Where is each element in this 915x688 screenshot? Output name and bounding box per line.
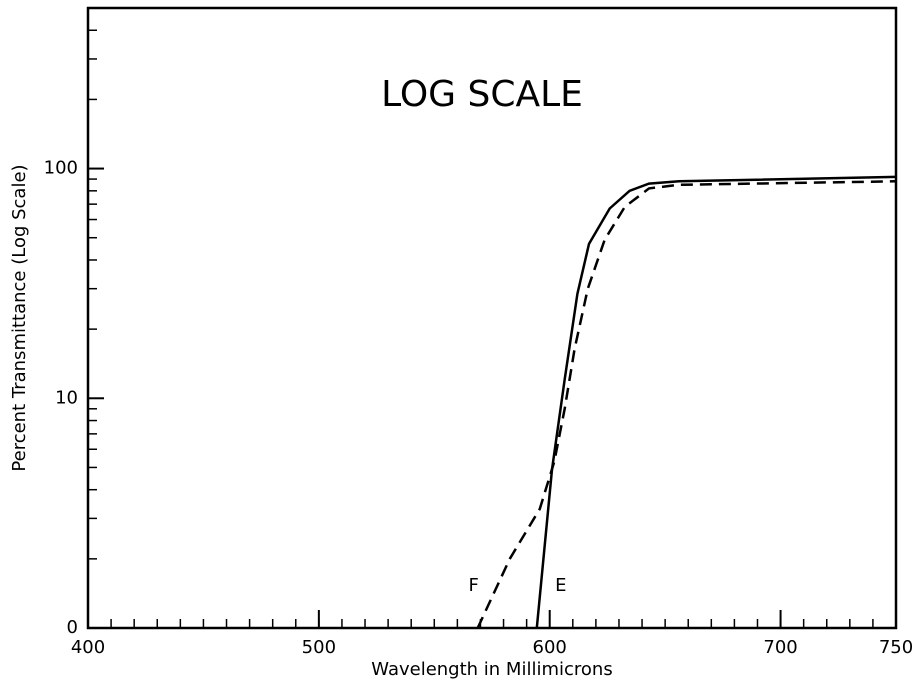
x-tick-label: 600 xyxy=(533,637,567,658)
y-tick-label: 100 xyxy=(44,158,78,179)
x-tick-label: 400 xyxy=(71,637,105,658)
annotation: LOG SCALE xyxy=(381,74,583,115)
series-line xyxy=(535,175,897,629)
x-tick-label: 750 xyxy=(879,637,913,658)
y-axis-label: Percent Transmittance (Log Scale) xyxy=(9,164,30,471)
x-tick-label: 700 xyxy=(763,637,797,658)
x-axis-label: Wavelength in Millimicrons xyxy=(371,659,612,680)
series-label: E xyxy=(555,575,566,596)
y-tick-label: 10 xyxy=(55,387,78,408)
series-label: F xyxy=(469,575,479,596)
y-tick-label: 0 xyxy=(67,617,78,638)
series-line xyxy=(476,180,897,629)
plot-frame xyxy=(86,6,898,630)
x-tick-label: 500 xyxy=(302,637,336,658)
